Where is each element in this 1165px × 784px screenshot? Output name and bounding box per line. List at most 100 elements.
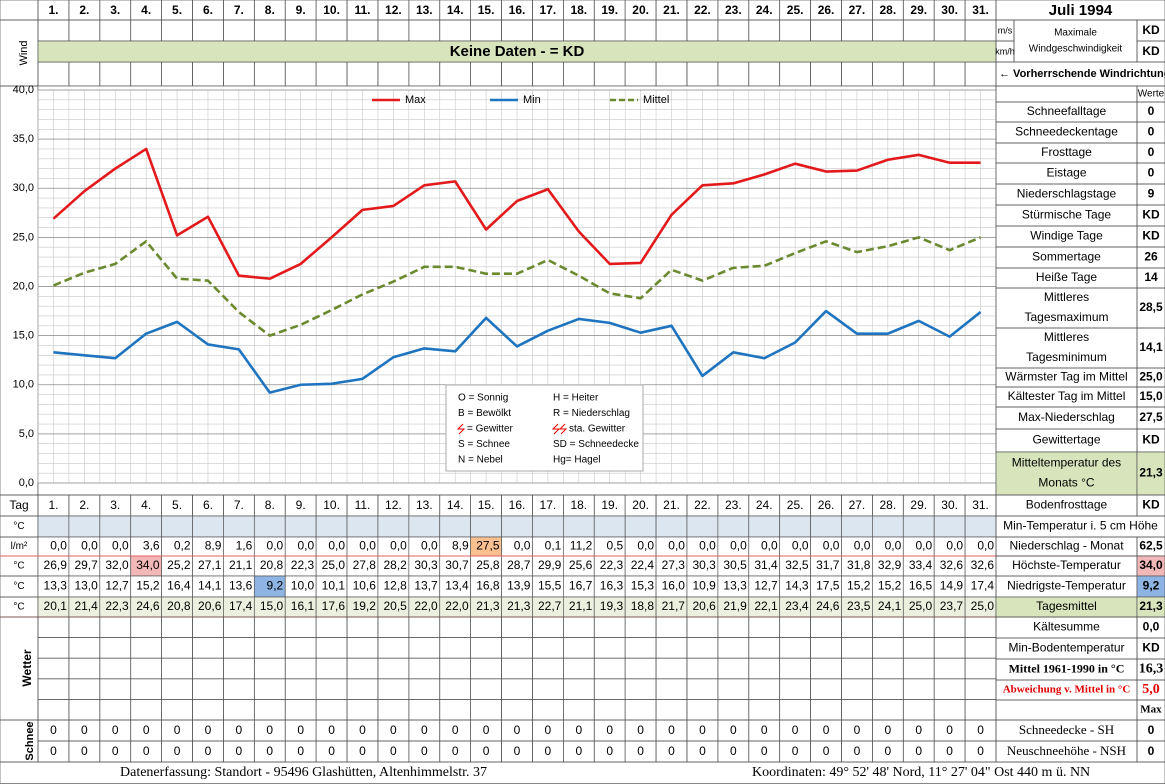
data-value: 15,3 [631,579,655,593]
cell [501,637,533,659]
cell [872,657,904,680]
data-value: 30,3 [414,558,438,572]
snow-value: 0 [668,723,675,737]
snow-value: 0 [112,744,119,758]
x-tick-label: 2. [79,498,89,512]
cell [439,515,471,538]
data-value: 16,7 [569,579,593,593]
cell [346,637,379,659]
wetter-label: Wetter [20,649,34,686]
cell [964,699,997,721]
cell [717,637,750,659]
cell [315,637,348,659]
data-value: 24,1 [878,599,902,613]
snow-value: 0 [483,723,490,737]
cell [315,61,348,87]
x-tick-label: 26. [818,498,835,512]
cell [872,699,904,721]
data-value: 32,5 [785,558,809,572]
cell [655,699,688,721]
x-tick-label: 22. [694,498,711,512]
x-tick-label: 1. [48,498,58,512]
symbol-legend-item: O = Sonnig [458,393,508,404]
cell [593,678,626,700]
data-value: 0,0 [668,539,685,553]
snow-value: 0 [390,723,397,737]
cell [284,637,317,659]
cell [439,61,471,87]
data-value: 8,9 [452,539,469,553]
cell [253,657,286,680]
snow-value: 0 [390,744,397,758]
series-line [52,236,982,337]
data-value: 25,0 [322,558,346,572]
data-value: 0,0 [823,539,840,553]
row-value: KD [1142,641,1160,655]
cell [748,637,781,659]
cell [748,515,781,538]
cell [315,19,348,42]
row-value: 0,0 [1143,620,1160,634]
cell [408,515,441,538]
data-value: 0,0 [916,539,933,553]
snow-value: 0 [699,723,706,737]
data-value: 22,1 [754,599,778,613]
cell [377,699,410,721]
data-value: 17,4 [229,599,253,613]
stats-label: Heiße Tage [1036,270,1097,284]
data-value: 18,8 [631,599,655,613]
data-value: 0,0 [267,539,284,553]
cell [377,678,410,700]
data-value: 31,8 [847,558,871,572]
data-value: 20,1 [44,599,68,613]
footer-right: Koordinaten: 49° 52' 48' Nord, 11° 27' 0… [752,765,1090,780]
cell [872,637,904,659]
cell [717,616,750,638]
snow-total: 0 [1148,723,1155,737]
data-value: 26,9 [44,558,68,572]
cell [223,657,255,680]
cell [99,616,132,638]
cell [439,657,471,680]
cell [315,515,348,538]
cell [315,657,348,680]
snow-value: 0 [50,723,57,737]
day-header: 20. [632,3,649,17]
cell [37,657,70,680]
cell [779,19,811,42]
data-value: 29,7 [74,558,98,572]
symbol-legend-item: SD = Schneedecke [553,439,639,450]
cell [717,515,750,538]
snow-value: 0 [359,744,366,758]
cell [841,515,873,538]
cell [284,515,317,538]
cell [532,678,564,700]
unit-label: l/m² [11,541,28,552]
cell [253,19,286,42]
cell [810,637,842,659]
cell [933,699,966,721]
data-value: 12,7 [105,579,129,593]
cell [748,657,781,680]
cell [408,699,441,721]
cell [37,19,70,42]
snow-value: 0 [143,723,150,737]
cell [717,61,750,87]
symbol-legend-item: S = Schnee [458,439,510,450]
cell [686,19,719,42]
cell [593,699,626,721]
cell [532,19,564,42]
snow-value: 0 [823,723,830,737]
data-value: 14,3 [785,579,809,593]
cell [439,699,471,721]
data-value: 27,8 [353,558,377,572]
cell [470,657,502,680]
cell [68,61,101,87]
data-value: 25,0 [909,599,933,613]
cell [284,19,317,42]
cell [686,61,719,87]
data-value: 21,3 [507,599,531,613]
data-value: 11,2 [570,539,593,553]
cell [593,61,626,87]
row-value: 16,3 [1139,662,1164,677]
